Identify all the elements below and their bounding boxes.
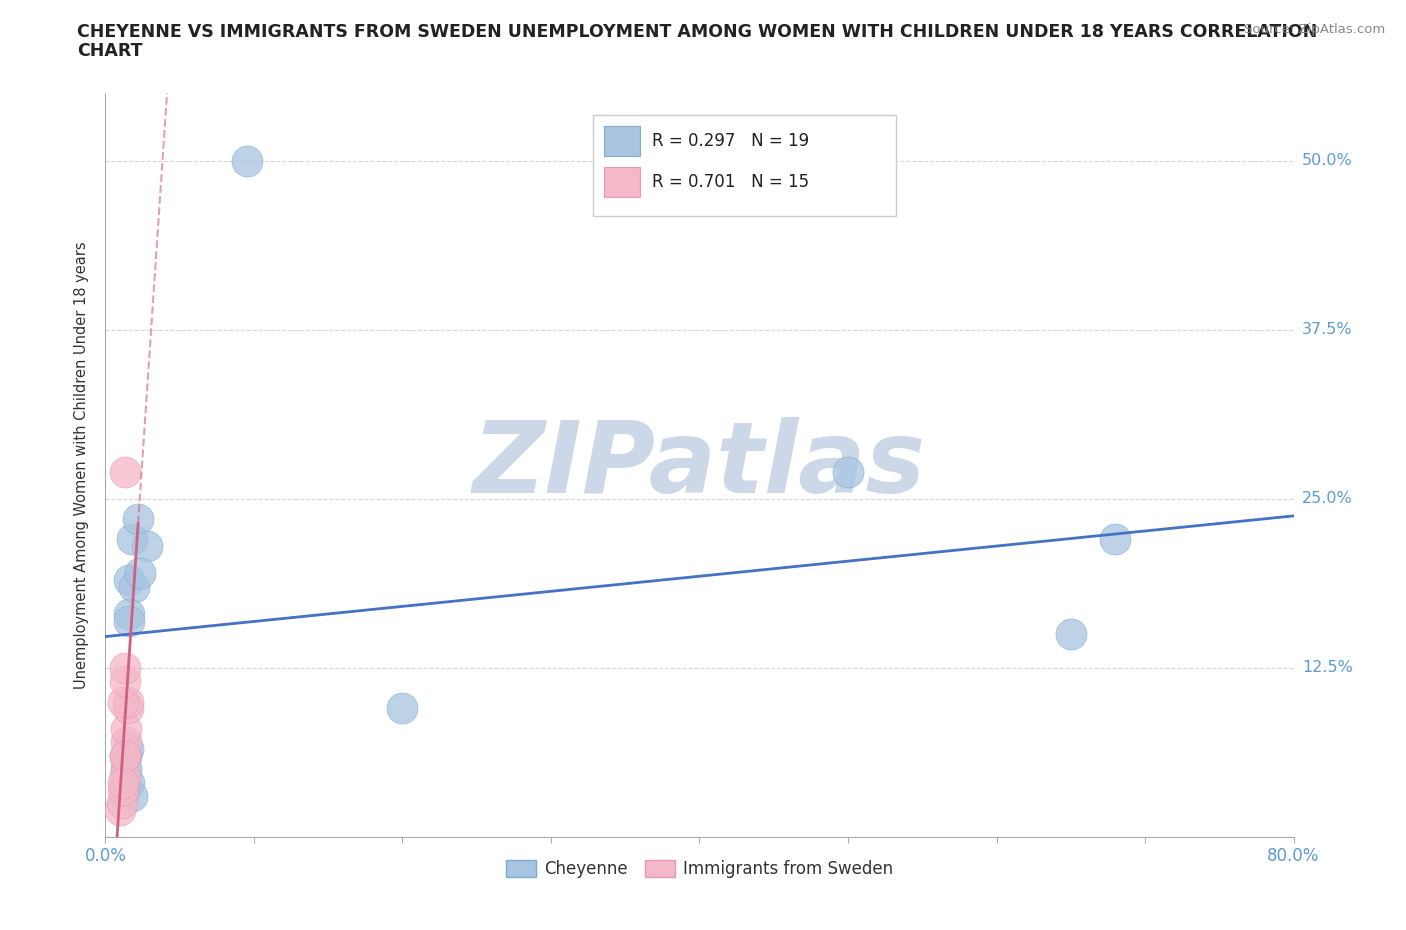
Point [115, 722, 138, 737]
Text: R = 0.297   N = 19: R = 0.297 N = 19 [652, 132, 808, 151]
Point [114, 749, 136, 764]
Point [837, 464, 859, 479]
Point [235, 153, 257, 168]
Text: R = 0.701   N = 15: R = 0.701 N = 15 [652, 173, 808, 192]
Point [114, 464, 136, 479]
Y-axis label: Unemployment Among Women with Children Under 18 years: Unemployment Among Women with Children U… [75, 241, 90, 689]
Point [121, 789, 143, 804]
Point [112, 782, 135, 797]
Text: CHEYENNE VS IMMIGRANTS FROM SWEDEN UNEMPLOYMENT AMONG WOMEN WITH CHILDREN UNDER : CHEYENNE VS IMMIGRANTS FROM SWEDEN UNEMP… [77, 23, 1317, 41]
Point [112, 695, 135, 710]
Text: ZIPatlas: ZIPatlas [472, 417, 927, 513]
Point [114, 674, 136, 689]
Point [118, 573, 141, 588]
Text: Source: ZipAtlas.com: Source: ZipAtlas.com [1244, 23, 1385, 36]
FancyBboxPatch shape [605, 126, 640, 156]
Legend: Cheyenne, Immigrants from Sweden: Cheyenne, Immigrants from Sweden [499, 853, 900, 884]
Text: CHART: CHART [77, 42, 143, 60]
Text: 25.0%: 25.0% [1302, 491, 1353, 506]
Point [110, 803, 132, 817]
Point [122, 579, 145, 594]
Point [115, 762, 138, 777]
Point [127, 512, 149, 526]
Point [118, 613, 141, 628]
Point [115, 749, 138, 764]
Point [118, 606, 141, 621]
FancyBboxPatch shape [605, 167, 640, 197]
Point [114, 782, 136, 797]
Point [115, 735, 138, 750]
Point [114, 749, 136, 764]
Point [117, 701, 139, 716]
Point [136, 538, 159, 553]
Text: 37.5%: 37.5% [1302, 322, 1353, 338]
Point [1104, 532, 1126, 547]
Text: 50.0%: 50.0% [1302, 153, 1353, 168]
Point [114, 769, 136, 784]
Point [117, 695, 139, 710]
FancyBboxPatch shape [592, 115, 896, 216]
Text: 12.5%: 12.5% [1302, 660, 1353, 675]
Point [111, 796, 134, 811]
Point [118, 776, 141, 790]
Point [114, 660, 136, 675]
Point [1060, 627, 1083, 642]
Point [121, 532, 143, 547]
Point [128, 565, 150, 580]
Point [391, 701, 413, 716]
Point [112, 776, 135, 790]
Point [117, 741, 139, 756]
